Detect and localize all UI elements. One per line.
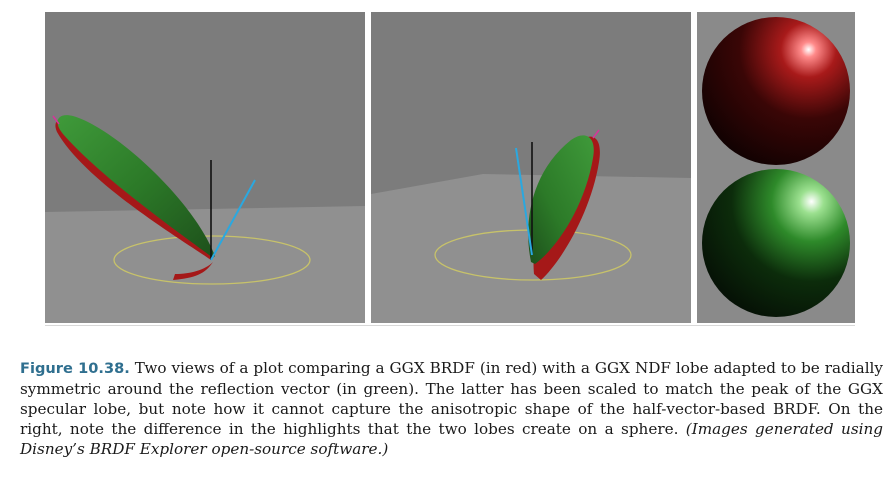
sphere-ggx-brdf bbox=[702, 17, 850, 165]
caption-credit: (Images generated using Disney’s BRDF Ex… bbox=[20, 420, 883, 458]
figure-divider bbox=[45, 325, 855, 326]
reflection-vector bbox=[515, 147, 533, 256]
view-vector-tip bbox=[52, 115, 60, 125]
ndf-lobe bbox=[528, 135, 594, 264]
brdf-plot-view-1-render bbox=[45, 12, 365, 323]
figure-caption: Figure 10.38. Two views of a plot compar… bbox=[20, 358, 883, 459]
figure-label: Figure 10.38. bbox=[20, 360, 130, 377]
sphere-ndf-lobe bbox=[702, 169, 850, 317]
brdf-plot-view-2 bbox=[371, 12, 691, 323]
reference-circle bbox=[113, 235, 311, 285]
sphere-highlight-render bbox=[697, 12, 855, 323]
floor-plane bbox=[45, 206, 365, 323]
brdf-plot-view-2-render bbox=[371, 12, 691, 323]
ndf-lobe bbox=[57, 115, 216, 258]
ggx-brdf-lobe-tail bbox=[173, 262, 213, 280]
caption-text: Two views of a plot comparing a GGX BRDF… bbox=[20, 359, 883, 438]
view-vector-tip bbox=[592, 129, 600, 139]
sphere-highlight-comparison bbox=[697, 12, 855, 323]
brdf-plot-view-1 bbox=[45, 12, 365, 323]
reflection-vector bbox=[210, 179, 256, 261]
